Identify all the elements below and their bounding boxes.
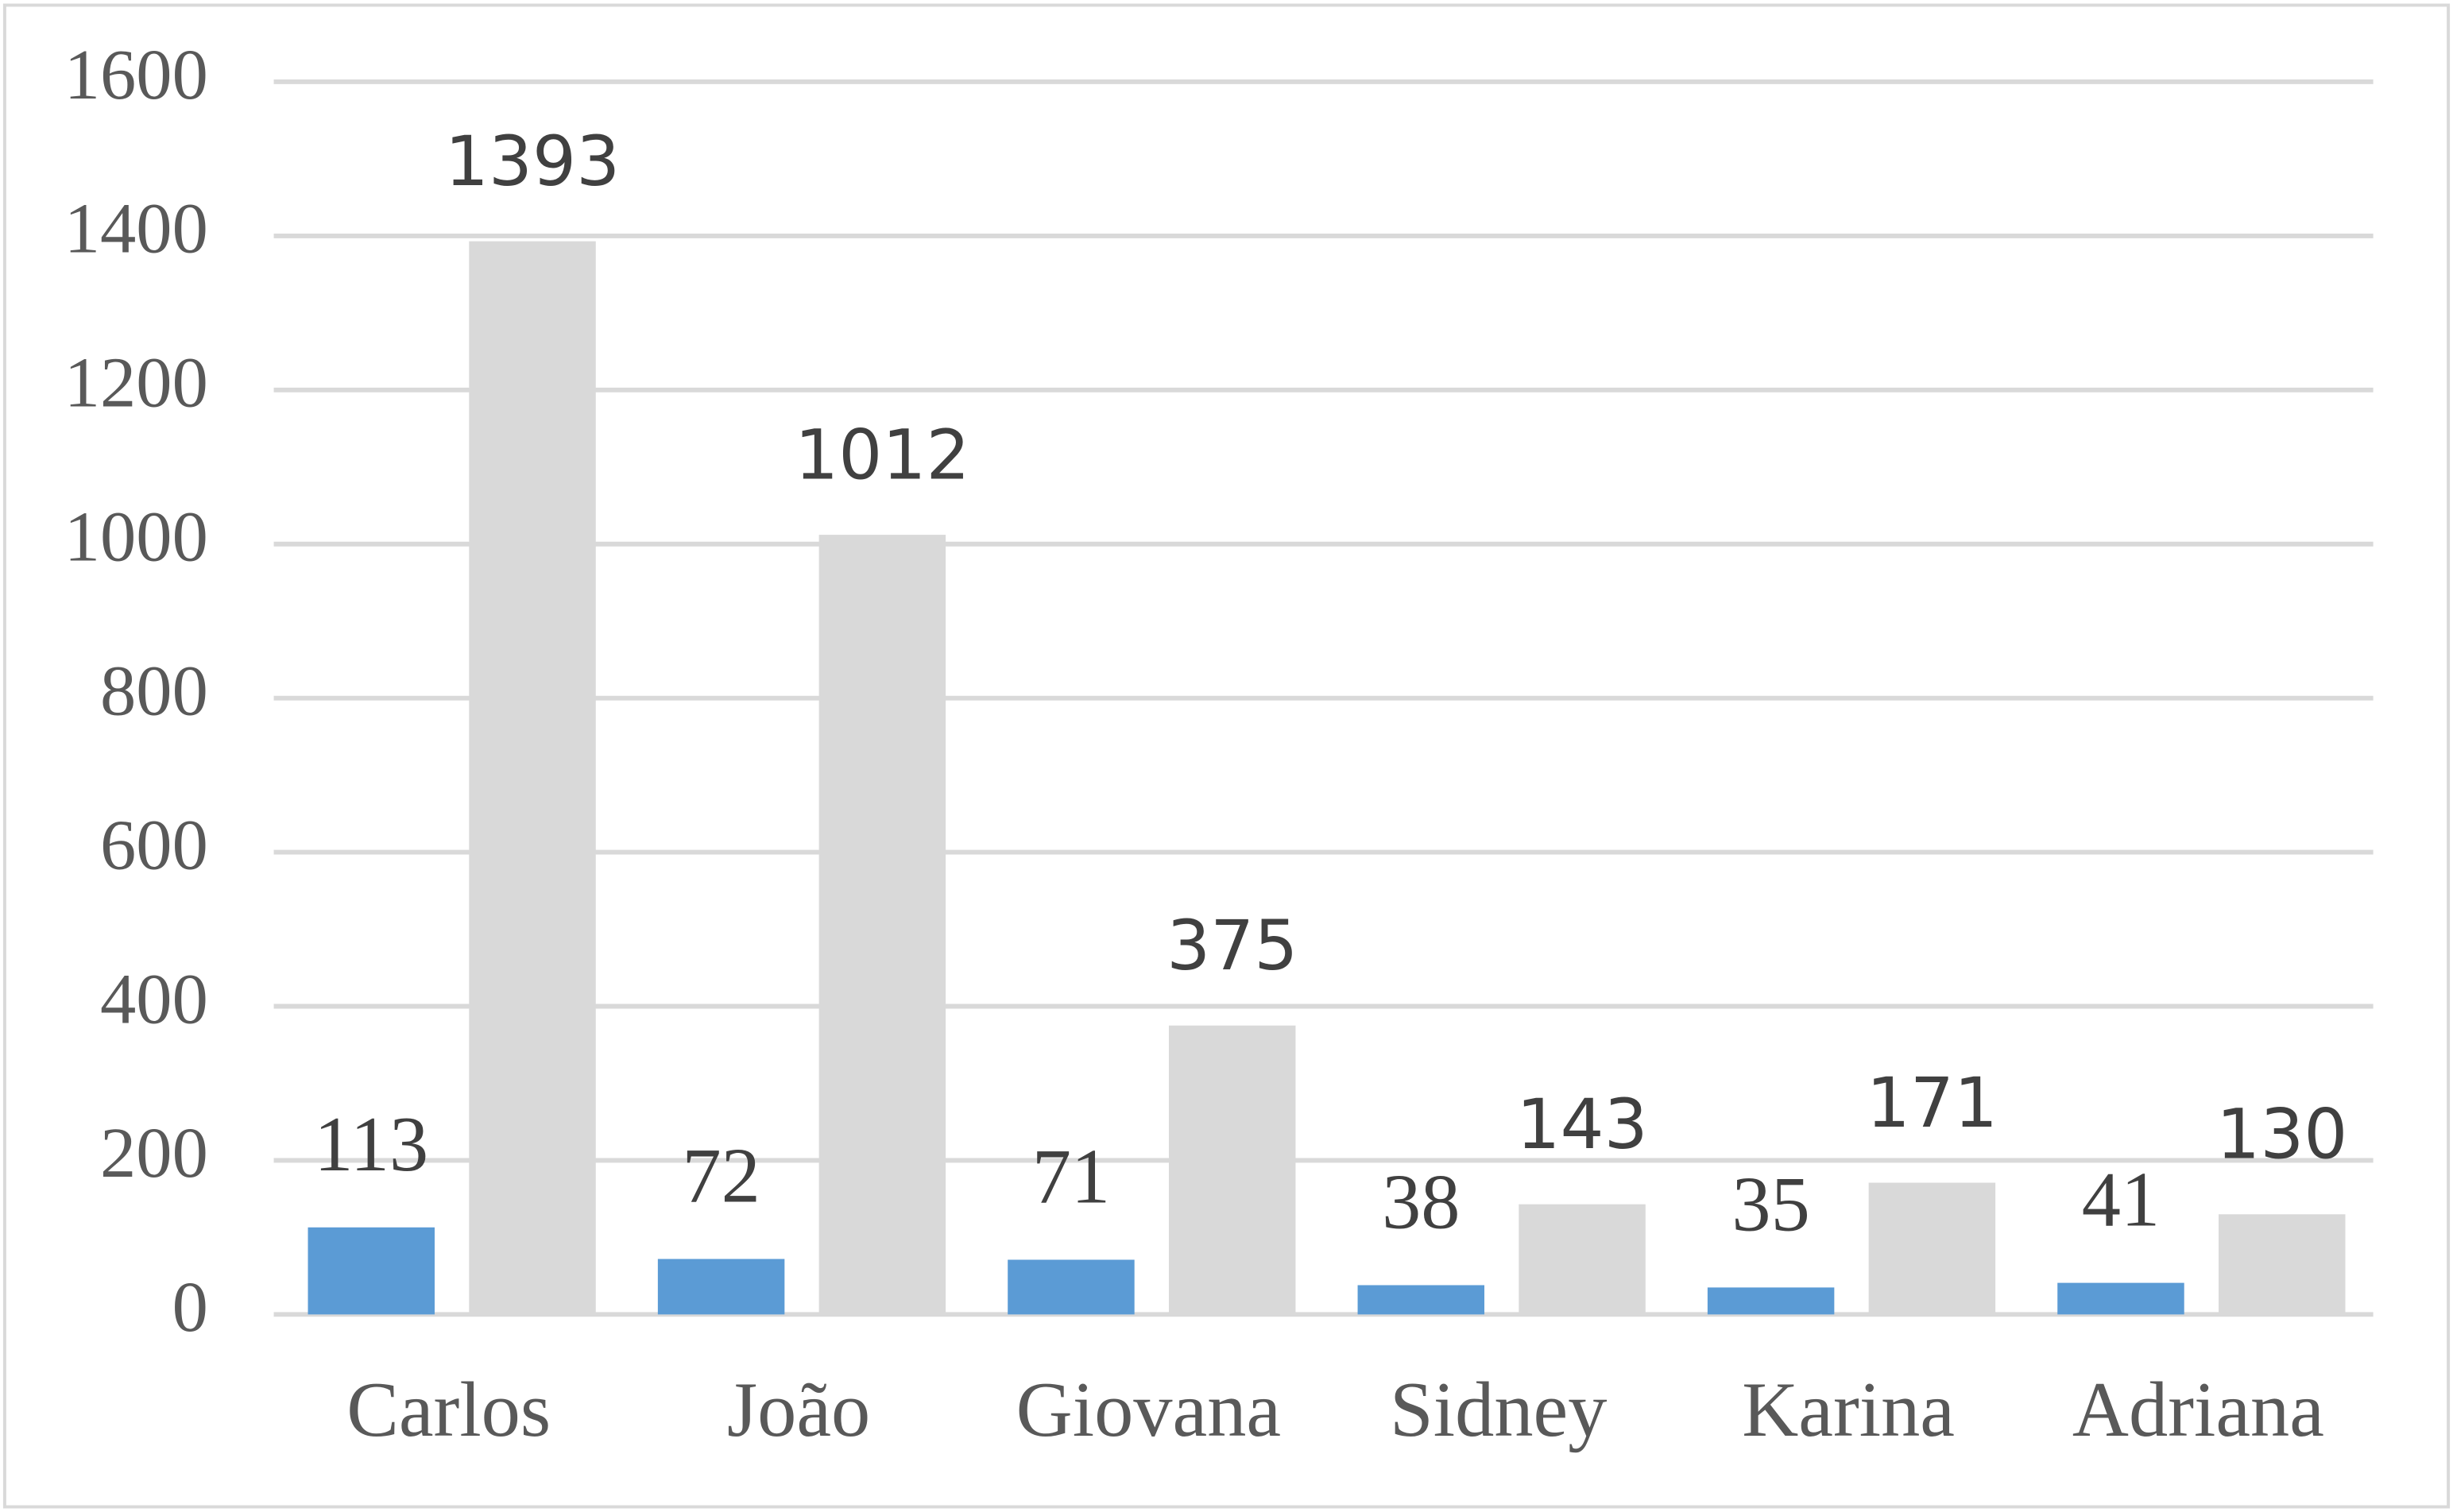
y-tick-label: 1400 [64,188,208,269]
y-tick-label: 1600 [64,34,208,114]
bar [1357,1285,1485,1315]
data-label: 143 [1516,1085,1647,1165]
x-tick-label: Karina [1742,1367,1955,1453]
data-label: 130 [2216,1096,2347,1175]
data-label: 71 [1032,1134,1110,1220]
bar [469,241,596,1315]
y-tick-label: 0 [172,1266,208,1347]
x-tick-label: João [727,1367,870,1453]
y-tick-label: 1000 [64,497,208,577]
y-tick-label: 400 [100,958,208,1038]
bar [818,535,946,1315]
bar [2219,1214,2346,1315]
y-tick-label: 800 [100,650,208,730]
x-tick-label: Adriana [2072,1367,2324,1453]
bar [1707,1287,1835,1315]
y-tick-label: 600 [100,804,208,884]
data-label: 171 [1867,1064,1998,1143]
data-label: 1012 [795,416,969,496]
bar [2057,1282,2184,1315]
data-label: 72 [682,1133,760,1220]
bar [1168,1025,1296,1315]
bar [308,1227,435,1315]
x-tick-label: Carlos [346,1367,551,1453]
bar [1008,1259,1135,1315]
data-label: 375 [1167,907,1298,986]
x-tick-label: Giovana [1016,1367,1281,1453]
data-label: 41 [2082,1157,2160,1243]
data-label: 1393 [445,122,620,202]
data-label: 113 [314,1101,428,1188]
bar [1868,1182,1996,1315]
x-tick-label: Sidney [1390,1367,1607,1453]
bar [657,1259,785,1315]
y-tick-label: 200 [100,1112,208,1193]
bar [1519,1204,1646,1315]
data-label: 38 [1382,1159,1460,1246]
y-tick-label: 1200 [64,342,208,423]
data-label: 35 [1731,1162,1809,1248]
